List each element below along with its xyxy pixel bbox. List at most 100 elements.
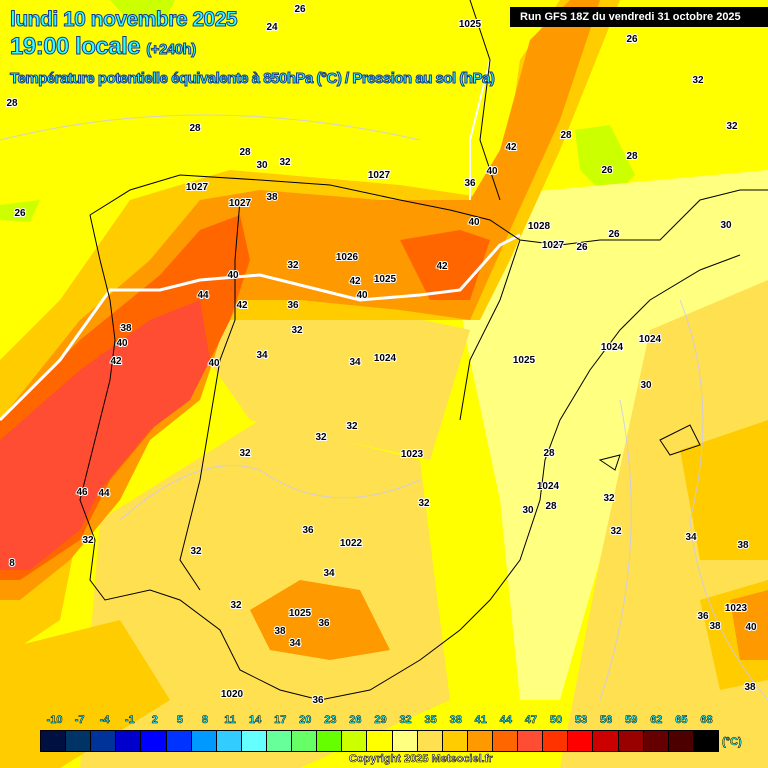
isentropes — [0, 114, 768, 701]
legend-swatch — [342, 731, 368, 751]
theta-e-label: 34 — [289, 638, 301, 649]
legend-swatch — [593, 731, 619, 751]
theta-e-label: 28 — [239, 147, 251, 158]
theta-e-labels: 26 24 28 28 28 30 32 26 38 40 44 42 32 36 32 38 40 42 40 34… — [5, 3, 758, 707]
legend-swatch — [66, 731, 92, 751]
theta-e-label: 40 — [745, 622, 757, 633]
theta-e-label: 30 — [640, 380, 652, 391]
pressure-label: 1028 — [528, 221, 551, 232]
theta-e-label: 40 — [116, 338, 128, 349]
theta-e-label: 30 — [256, 160, 268, 171]
legend-tick: 44 — [499, 714, 512, 727]
color-legend — [40, 730, 719, 752]
theta-e-label: 32 — [190, 546, 202, 557]
legend-tick: 59 — [625, 714, 638, 727]
theta-e-label: 34 — [349, 357, 361, 368]
theta-e-label: 28 — [543, 448, 555, 459]
legend-tick: 47 — [524, 714, 538, 727]
legend-swatch — [141, 731, 167, 751]
legend-swatch — [568, 731, 594, 751]
theta-e-label: 32 — [603, 493, 615, 504]
pressure-label: 1027 — [229, 198, 252, 209]
legend-tick: 23 — [324, 714, 337, 727]
theta-e-label: 32 — [287, 260, 299, 271]
pressure-label: 1024 — [639, 334, 662, 345]
theta-e-label: 36 — [302, 525, 314, 536]
theta-e-label: 32 — [279, 157, 291, 168]
pressure-label: 1020 — [221, 689, 244, 700]
theta-e-label: 26 — [576, 242, 588, 253]
theta-e-label: 26 — [601, 165, 613, 176]
theta-e-label: 30 — [522, 505, 534, 516]
legend-swatch — [693, 731, 718, 751]
theta-e-label: 44 — [197, 290, 209, 301]
theta-e-label: 38 — [737, 540, 749, 551]
legend-tick: -4 — [99, 714, 110, 727]
legend-tick: 5 — [176, 714, 184, 727]
legend-swatch — [216, 731, 242, 751]
theta-e-label: 34 — [256, 350, 268, 361]
theta-e-label: 28 — [6, 98, 18, 109]
legend-swatch — [292, 731, 318, 751]
legend-swatch — [116, 731, 142, 751]
legend-tick: 38 — [449, 714, 462, 727]
legend-tick: 2 — [151, 714, 159, 727]
legend-swatch — [367, 731, 393, 751]
theta-e-label: 26 — [626, 34, 638, 45]
legend-tick: -7 — [74, 714, 85, 727]
theta-e-label: 32 — [726, 121, 738, 132]
light-yellow-east — [440, 170, 768, 700]
theta-e-label: 40 — [356, 290, 368, 301]
theta-e-label: 32 — [230, 600, 242, 611]
legend-swatch — [392, 731, 418, 751]
legend-swatch — [618, 731, 644, 751]
legend-swatch — [643, 731, 669, 751]
legend-swatch — [166, 731, 192, 751]
theta-e-label: 40 — [486, 166, 498, 177]
legend-tick: 41 — [474, 714, 487, 727]
theta-e-label: 32 — [418, 498, 430, 509]
theta-e-label: 38 — [744, 682, 756, 693]
theta-e-label: 44 — [98, 488, 110, 499]
theta-e-label: 32 — [692, 75, 704, 86]
theta-e-label: 42 — [436, 261, 448, 272]
theta-e-label: 26 — [294, 4, 306, 15]
legend-swatch — [91, 731, 117, 751]
legend-tick: 53 — [574, 714, 588, 727]
warm-region-east — [80, 280, 768, 768]
theta-e-label: 24 — [266, 22, 278, 33]
forecast-time: 19:00 locale (+240h) — [9, 33, 197, 61]
legend-swatch — [518, 731, 544, 751]
pressure-label: 1027 — [368, 170, 391, 181]
theta-e-label: 28 — [189, 123, 201, 134]
pressure-label: 1022 — [340, 538, 363, 549]
theta-e-label: 36 — [697, 611, 709, 622]
time-label: 19:00 locale — [9, 33, 141, 61]
theta-e-label: 40 — [208, 358, 220, 369]
legend-tick: 68 — [700, 714, 713, 727]
pressure-labels: 1025 1027 1027 1027 1026 1025 1028 1027 1024 1025… — [185, 18, 749, 701]
theta-e-label: 42 — [505, 142, 517, 153]
theta-e-label: 32 — [315, 432, 327, 443]
theta-e-label: 38 — [266, 192, 278, 203]
legend-swatch — [417, 731, 443, 751]
theta-e-label: 36 — [464, 178, 476, 189]
legend-tick: 65 — [675, 714, 688, 727]
legend-swatch — [442, 731, 468, 751]
coastlines-borders — [79, 0, 768, 701]
lead-time: (+240h) — [146, 41, 197, 59]
theta-e-label: 32 — [239, 448, 251, 459]
legend-tick: 8 — [201, 714, 209, 727]
theta-e-label: 42 — [236, 300, 248, 311]
theta-e-label: 40 — [227, 270, 239, 281]
theta-e-label: 32 — [610, 526, 622, 537]
legend-tick: 11 — [224, 714, 236, 727]
pressure-label: 1024 — [374, 353, 397, 364]
pressure-label: 1023 — [725, 603, 748, 614]
legend-tick: 14 — [249, 714, 262, 727]
legend-tick: 17 — [274, 714, 287, 727]
theta-e-label: 32 — [346, 421, 358, 432]
isobars — [0, 59, 521, 422]
legend-tick: 62 — [650, 714, 663, 727]
